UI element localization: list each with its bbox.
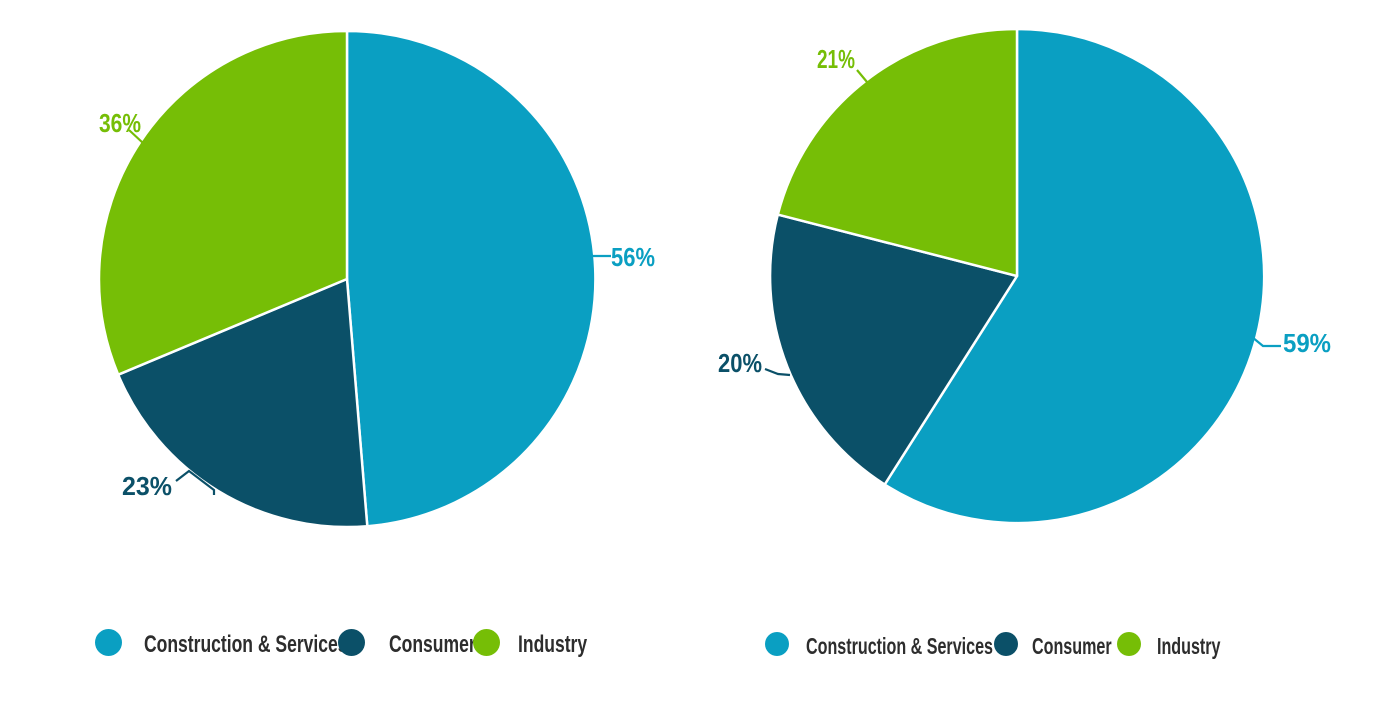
legend-right: Construction & Services Consumer Industr… (0, 0, 1221, 659)
pie-slice-consumer (768, 213, 1019, 486)
pct-label-left-construction: 56% (611, 242, 655, 272)
pie-slice-consumer (116, 277, 369, 529)
legend-dot-consumer (338, 629, 365, 656)
legend-label-consumer: Consumer (389, 631, 476, 658)
legend-label-construction-services: Construction & Services (806, 633, 993, 659)
pie-slice-construction-services (883, 27, 1266, 525)
legend-label-consumer: Consumer (1032, 633, 1112, 659)
leader-line-left-industry (128, 129, 144, 144)
leader-line-right-consumer (764, 367, 791, 377)
legend-dot-construction-services (95, 629, 122, 656)
legend-dot-industry (1117, 632, 1141, 656)
legend-label-construction-services: Construction & Services (144, 631, 348, 658)
pct-label-right-construction: 59% (1283, 328, 1331, 358)
legend-dot-construction-services (765, 632, 789, 656)
pct-label-right-industry: 21% (817, 44, 855, 74)
legend-dot-industry (473, 629, 500, 656)
pie-chart-right (768, 27, 1266, 525)
legend-label-industry: Industry (518, 631, 588, 658)
pie-chart-left (97, 29, 597, 529)
leader-line-right-industry (856, 69, 868, 83)
legend-left: Construction & Services Consumer Industr… (0, 0, 690, 658)
pie-slice-construction-services (345, 29, 597, 528)
legend-dot-consumer (994, 632, 1018, 656)
pct-label-left-industry: 36% (99, 108, 141, 138)
leader-line-left-consumer (175, 469, 216, 495)
leader-line-right-construction (1251, 336, 1281, 348)
pct-label-left-consumer: 23% (122, 471, 172, 501)
pct-label-right-consumer: 20% (718, 348, 762, 378)
legend-label-industry: Industry (1157, 633, 1221, 659)
